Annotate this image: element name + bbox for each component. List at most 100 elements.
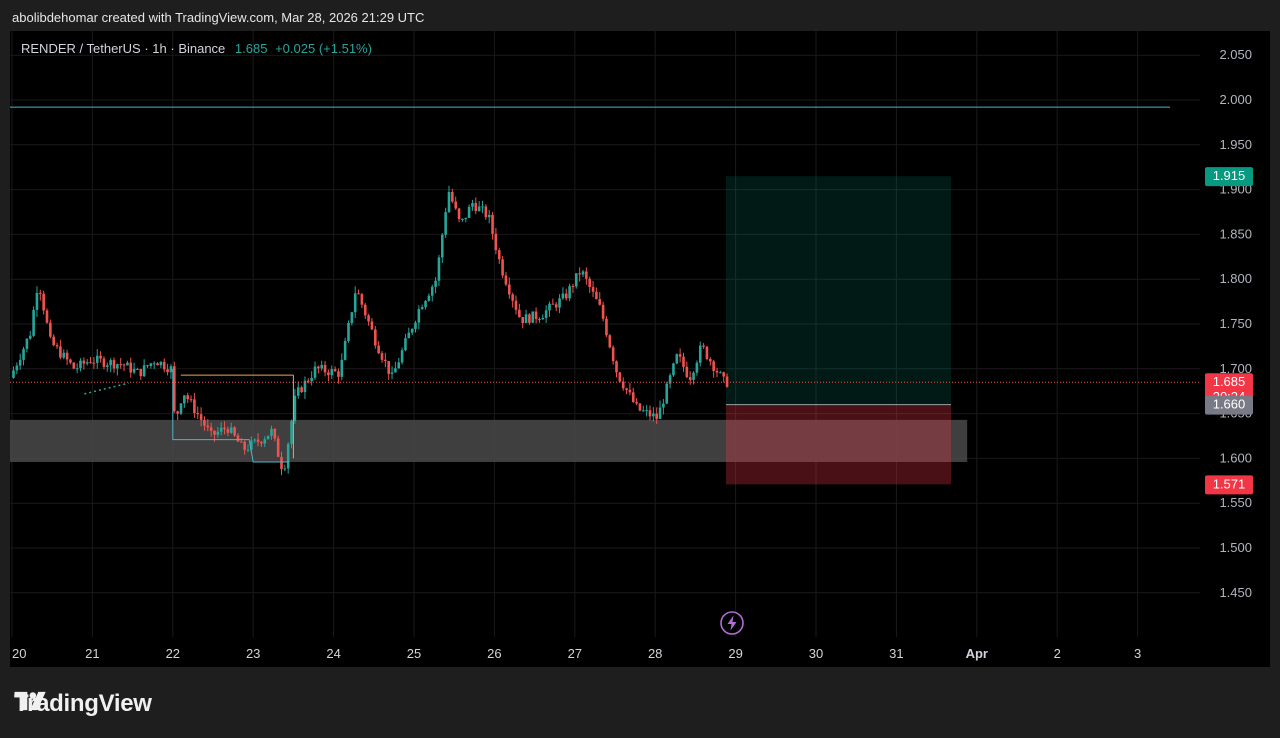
- candle-body: [290, 421, 293, 444]
- candle-body: [628, 389, 632, 393]
- candle-body: [293, 395, 297, 422]
- candle-body: [169, 366, 173, 373]
- candle-body: [42, 293, 45, 311]
- candle-body: [508, 284, 511, 295]
- candle-body: [461, 218, 464, 220]
- candle-body: [494, 233, 498, 251]
- candle-body: [467, 206, 471, 218]
- candle-body: [390, 372, 394, 374]
- time-tick-label: 30: [809, 646, 823, 661]
- chart-area[interactable]: 2.050 2.000 1.950 1.900 1.850 1.800 1.750 1.700…: [10, 31, 1270, 667]
- candle-body: [531, 311, 535, 323]
- candle-body: [303, 380, 307, 393]
- candle-body: [260, 442, 263, 444]
- candle-body: [725, 376, 729, 387]
- candle-body: [52, 336, 55, 346]
- candle-body: [447, 192, 451, 213]
- chart-legend: RENDER / TetherUS · 1h · Binance 1.685 +…: [21, 41, 372, 56]
- candle-body: [511, 294, 514, 301]
- candle-body: [491, 214, 494, 234]
- target-price-label-tag: [1205, 167, 1253, 187]
- chart-credit: abolibdehomar created with TradingView.c…: [12, 10, 425, 25]
- candle-body: [638, 403, 642, 411]
- candle-body: [561, 293, 565, 299]
- candle-body: [18, 359, 22, 366]
- candle-body: [193, 399, 196, 414]
- candle-body: [92, 362, 96, 364]
- candle-body: [79, 360, 82, 369]
- lightning-bolt-icon[interactable]: [720, 611, 744, 635]
- candle-body: [286, 443, 290, 469]
- candle-body: [109, 360, 112, 366]
- overlays: [10, 368, 1200, 463]
- price-tick-label: 2.000: [1219, 92, 1252, 107]
- candle-body: [501, 259, 504, 276]
- candle-body: [420, 307, 424, 310]
- candle-body: [112, 360, 116, 369]
- candle-body: [474, 203, 478, 212]
- candlestick-chart[interactable]: 2.0502.0001.9501.9001.8501.8001.7501.700…: [10, 31, 1270, 667]
- candle-body: [333, 369, 337, 372]
- candle-body: [635, 401, 638, 404]
- candle-body: [702, 345, 705, 347]
- grid: [10, 31, 1200, 637]
- candle-body: [595, 291, 598, 300]
- candle-body: [213, 430, 216, 435]
- target-zone: [725, 176, 952, 405]
- candle-body: [340, 359, 344, 377]
- candle-body: [126, 362, 129, 366]
- candle-body: [69, 359, 72, 363]
- candle-body: [250, 440, 253, 450]
- time-tick-label: 28: [648, 646, 662, 661]
- candle-body: [658, 407, 662, 419]
- time-tick-label: 21: [85, 646, 99, 661]
- candle-body: [363, 304, 367, 316]
- candle-body: [424, 300, 427, 308]
- candle-body: [39, 292, 42, 294]
- candle-body: [621, 381, 625, 389]
- candle-body: [156, 363, 159, 366]
- target-price-label: 1.915: [1213, 168, 1246, 183]
- legend-exchange: Binance: [178, 41, 226, 56]
- candle-body: [49, 322, 52, 337]
- candle-body: [611, 347, 615, 362]
- candle-body: [497, 250, 501, 260]
- candle-body: [85, 362, 89, 364]
- price-tick-label: 1.700: [1219, 361, 1252, 376]
- candle-body: [159, 361, 163, 366]
- candle-body: [219, 427, 223, 432]
- candle-body: [206, 425, 210, 428]
- candle-body: [243, 441, 246, 450]
- price-tick-label: 1.850: [1219, 226, 1252, 241]
- candle-body: [102, 358, 106, 367]
- candle-body: [571, 286, 575, 288]
- candle-body: [196, 413, 200, 415]
- candle-body: [350, 312, 354, 323]
- stop-price-label-tag: [1205, 475, 1253, 495]
- candle-body: [99, 355, 102, 359]
- candle-body: [631, 392, 635, 402]
- candle-body: [45, 310, 49, 323]
- candle-body: [538, 319, 541, 321]
- range-bottom-line: [172, 368, 290, 463]
- candle-body: [152, 363, 156, 365]
- candle-body: [270, 428, 273, 436]
- candle-body: [648, 410, 652, 417]
- tradingview-logo-icon: [14, 691, 46, 711]
- candle-body: [75, 368, 79, 370]
- candle-body: [698, 345, 702, 363]
- candle-body: [384, 359, 387, 361]
- candle-body: [226, 429, 230, 433]
- time-tick-label: 29: [728, 646, 742, 661]
- candle-body: [709, 358, 712, 362]
- candle-body: [598, 299, 602, 305]
- time-tick-label: 2: [1054, 646, 1061, 661]
- candle-body: [300, 387, 303, 393]
- price-tick-label: 1.550: [1219, 495, 1252, 510]
- candle-body: [313, 366, 317, 378]
- candle-body: [240, 441, 243, 443]
- candle-body: [72, 362, 76, 369]
- candle-body: [343, 340, 347, 360]
- brand: TradingView: [14, 690, 152, 718]
- candle-body: [229, 427, 233, 433]
